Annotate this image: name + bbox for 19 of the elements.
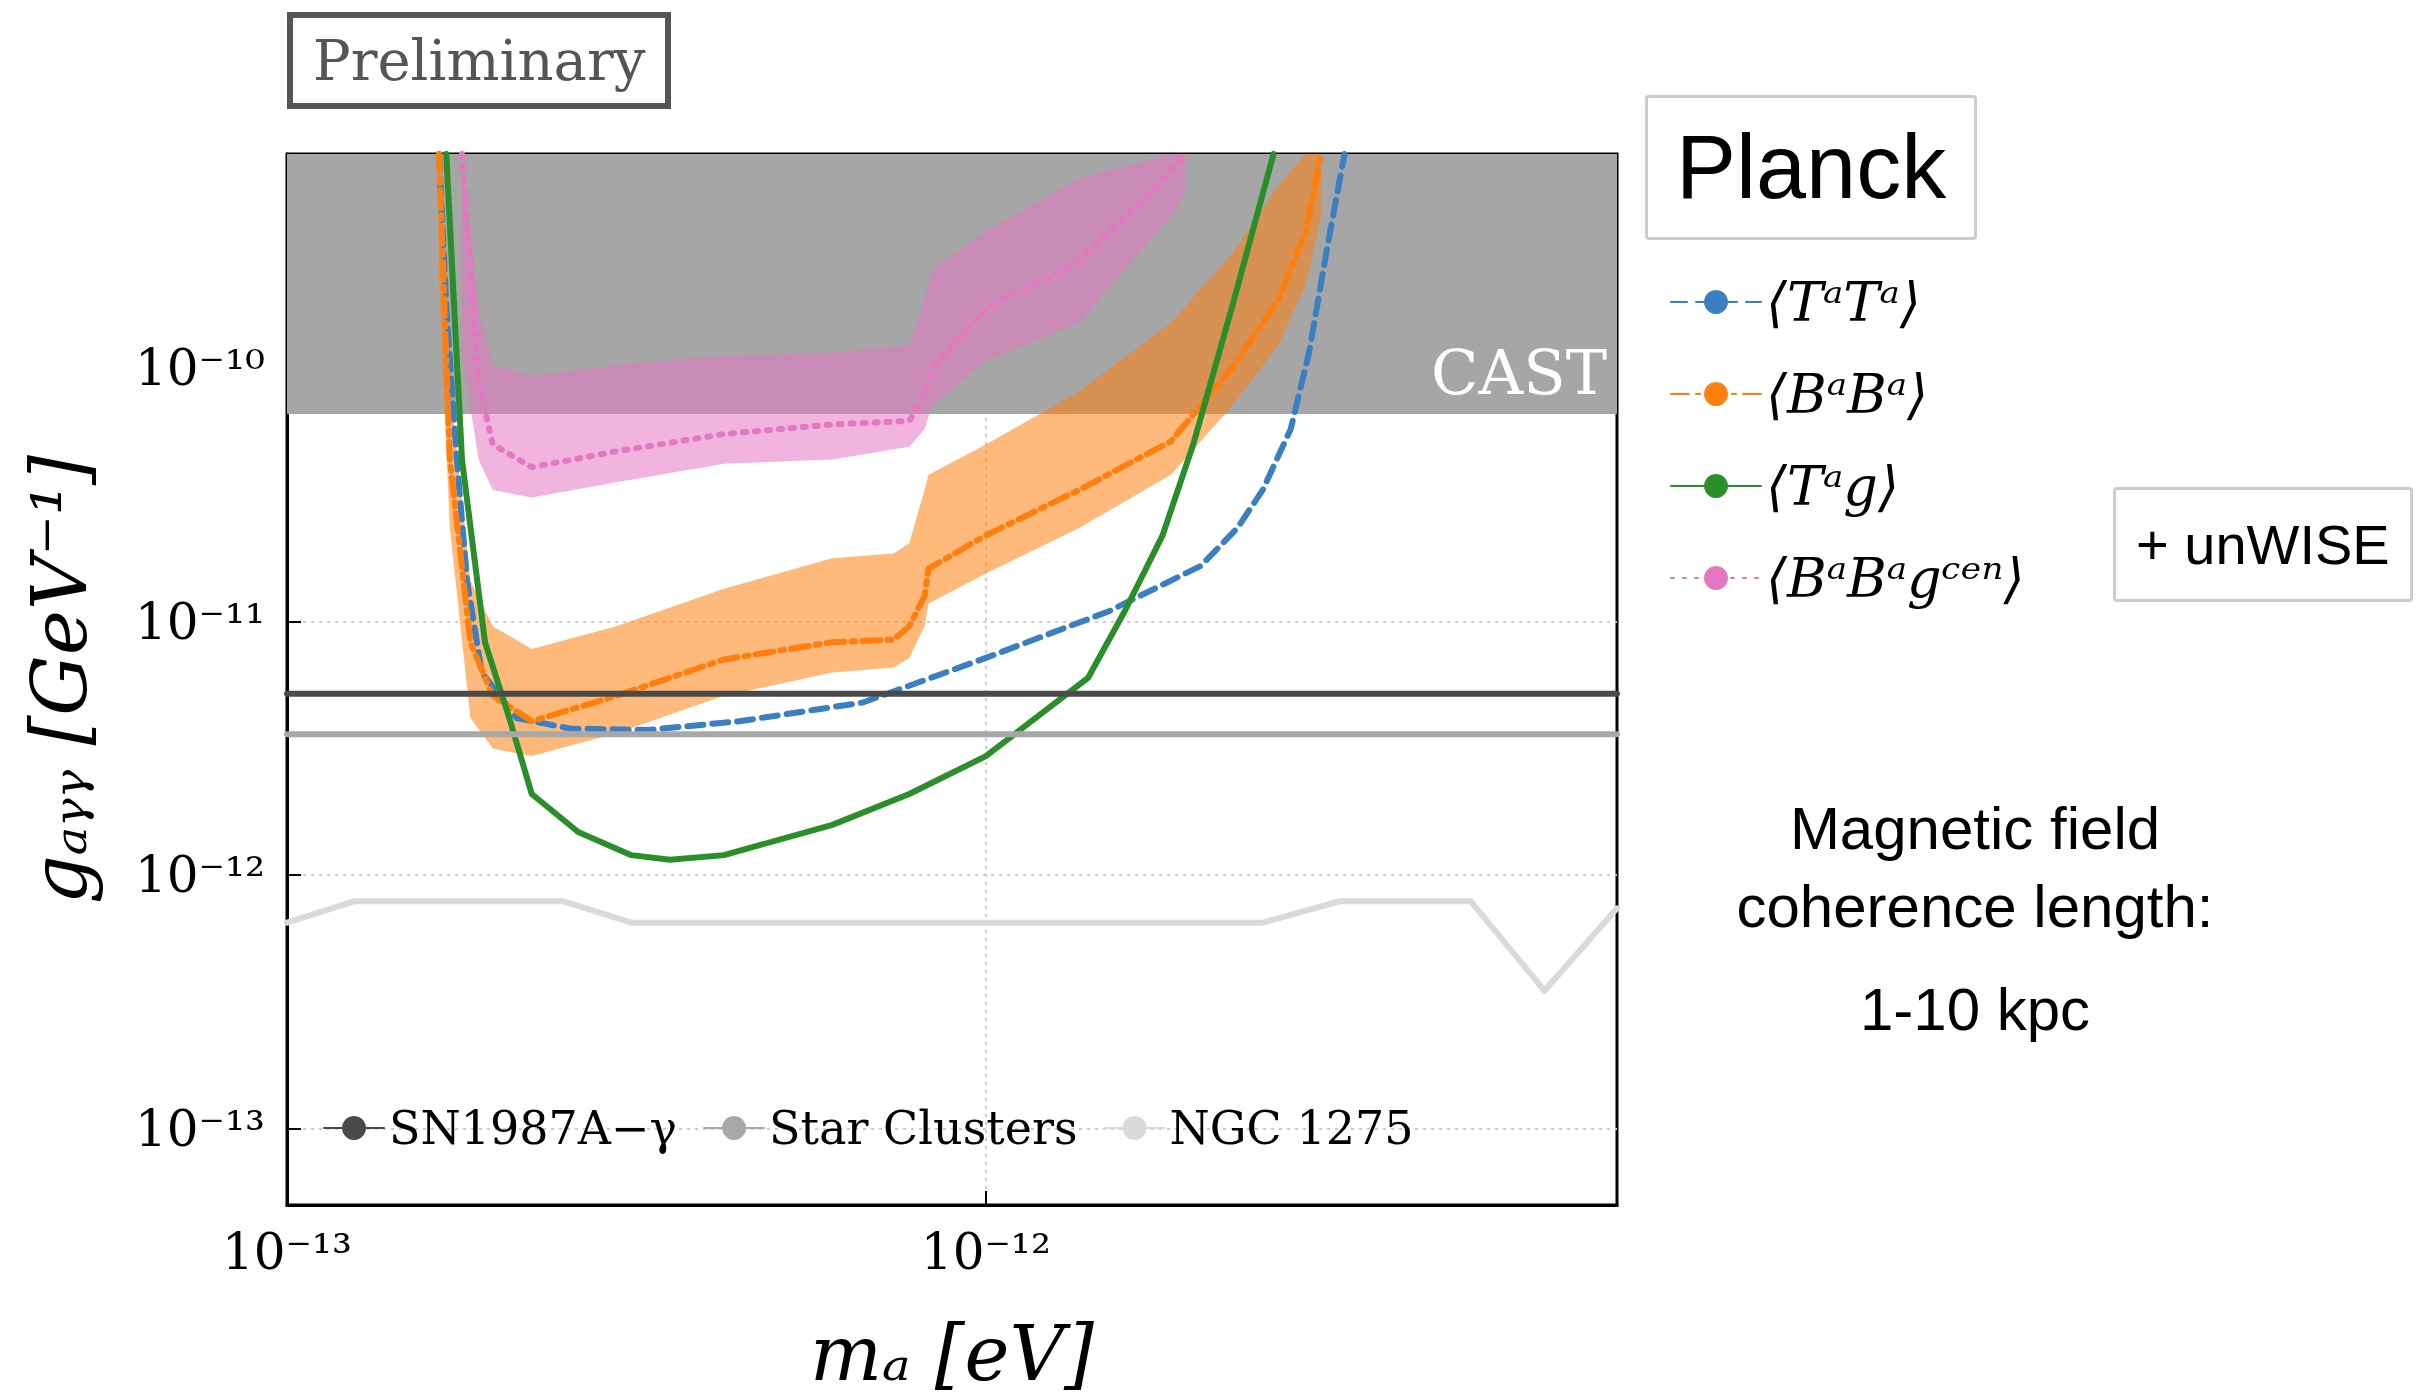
y-tick-label: 10⁻¹³ <box>134 1099 265 1158</box>
band-label: CAST <box>1430 336 1607 410</box>
legend-label: SN1987A−γ <box>389 1101 678 1155</box>
text: Magnetic field coherence length: <box>1660 790 2290 946</box>
legend-label: NGC 1275 <box>1169 1101 1414 1155</box>
text: + unWISE <box>2113 487 2413 602</box>
legend-label: ⟨BᵃBᵃ⟩ <box>1766 362 1929 426</box>
legend-title: Planck <box>1645 95 1978 240</box>
y-tick-label: 10⁻¹¹ <box>134 592 265 651</box>
legend-label: ⟨TᵃTᵃ⟩ <box>1766 270 1921 334</box>
legend-label: Star Clusters <box>769 1101 1078 1155</box>
y-tick-label: 10⁻¹⁰ <box>134 339 265 398</box>
text: Preliminary <box>287 12 672 109</box>
legend-label: ⟨Tᵃg⟩ <box>1766 454 1899 518</box>
legend-label: ⟨BᵃBᵃgᶜᵉⁿ⟩ <box>1766 546 2025 610</box>
y-tick-label: 10⁻¹² <box>134 846 265 905</box>
y-axis-title: gₐᵧᵧ [GeV⁻¹] <box>14 454 104 905</box>
x-axis-title: mₐ [eV] <box>810 1308 1095 1396</box>
text: 1-10 kpc <box>1660 975 2290 1044</box>
